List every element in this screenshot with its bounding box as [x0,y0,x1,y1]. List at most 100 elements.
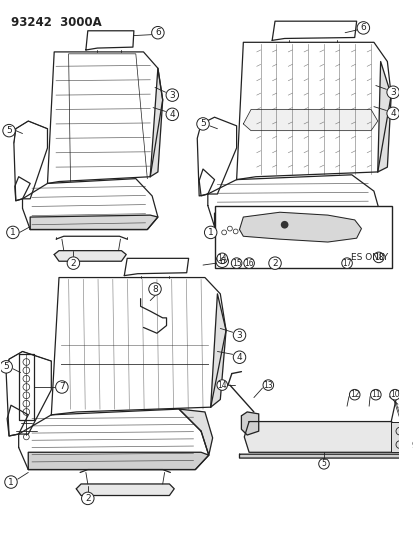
Circle shape [408,440,413,451]
Polygon shape [85,31,133,50]
Polygon shape [390,391,404,429]
Circle shape [318,458,328,469]
Circle shape [341,258,351,269]
Text: 16: 16 [244,259,253,268]
Text: 7: 7 [59,383,64,392]
Text: 15: 15 [231,259,241,268]
Circle shape [196,118,209,130]
Polygon shape [7,405,28,436]
Polygon shape [124,259,188,276]
Text: 14: 14 [217,254,226,263]
Text: 18: 18 [373,253,382,262]
Circle shape [166,108,178,120]
Circle shape [151,27,164,39]
Text: 3: 3 [389,88,395,96]
Text: 2: 2 [71,259,76,268]
Circle shape [243,258,254,269]
Polygon shape [14,121,47,201]
Polygon shape [377,61,390,172]
Text: 1: 1 [8,478,14,487]
Text: 3: 3 [236,330,242,340]
Polygon shape [15,177,30,201]
Polygon shape [271,21,356,41]
Text: 1: 1 [10,228,16,237]
Text: 12: 12 [349,390,358,399]
Text: 4: 4 [389,109,395,118]
Polygon shape [244,422,400,453]
Text: 13: 13 [263,381,273,390]
Circle shape [3,124,15,137]
Circle shape [67,257,79,269]
Text: 10: 10 [389,390,399,399]
Text: 4: 4 [236,353,242,362]
Polygon shape [19,409,208,470]
Bar [390,422,408,453]
Text: 6: 6 [360,23,366,33]
Polygon shape [28,453,208,470]
Polygon shape [241,412,258,435]
Polygon shape [249,251,348,261]
Circle shape [7,226,19,239]
Circle shape [356,22,369,34]
Circle shape [81,492,94,505]
Circle shape [216,253,227,264]
Text: 4: 4 [169,110,175,119]
Polygon shape [30,215,157,230]
Text: 5: 5 [321,459,325,469]
Circle shape [268,257,280,269]
Polygon shape [54,251,126,261]
Circle shape [389,390,399,400]
Circle shape [233,351,245,364]
Polygon shape [236,42,390,180]
Circle shape [5,476,17,488]
Polygon shape [22,179,157,230]
Polygon shape [210,294,225,407]
Text: 17: 17 [342,259,351,268]
Text: 14: 14 [217,381,226,390]
Circle shape [386,107,399,119]
Text: ES ONLY: ES ONLY [350,253,387,262]
Polygon shape [354,207,375,242]
Polygon shape [19,354,34,419]
Circle shape [55,381,68,393]
Text: 6: 6 [219,257,225,266]
Text: 6: 6 [154,28,160,37]
Polygon shape [239,450,413,458]
Circle shape [204,226,216,239]
Text: 3: 3 [169,91,175,100]
Polygon shape [207,175,380,227]
Polygon shape [51,278,225,415]
Polygon shape [178,409,212,455]
Polygon shape [239,212,361,242]
Polygon shape [6,351,51,436]
Circle shape [370,390,380,400]
Circle shape [231,258,241,269]
Text: 5: 5 [3,362,9,372]
Polygon shape [76,484,174,496]
Text: 11: 11 [370,390,380,399]
Circle shape [349,390,359,400]
Circle shape [386,86,399,99]
Circle shape [233,329,245,342]
Circle shape [280,221,288,229]
Text: 2: 2 [272,259,277,268]
Circle shape [262,380,273,390]
Circle shape [373,252,383,263]
Polygon shape [199,169,214,196]
Polygon shape [214,213,380,227]
Text: 8: 8 [152,285,157,294]
Polygon shape [150,68,162,177]
Circle shape [216,380,227,390]
Circle shape [0,361,12,373]
Text: 1: 1 [207,228,213,237]
Polygon shape [197,117,236,196]
Circle shape [216,255,228,268]
Text: 5: 5 [6,126,12,135]
Text: 93242  3000A: 93242 3000A [11,17,102,29]
Polygon shape [140,298,169,333]
Polygon shape [243,109,377,131]
Polygon shape [47,52,162,183]
Bar [214,206,391,268]
Text: 2: 2 [85,494,90,503]
Text: 9: 9 [411,441,413,450]
